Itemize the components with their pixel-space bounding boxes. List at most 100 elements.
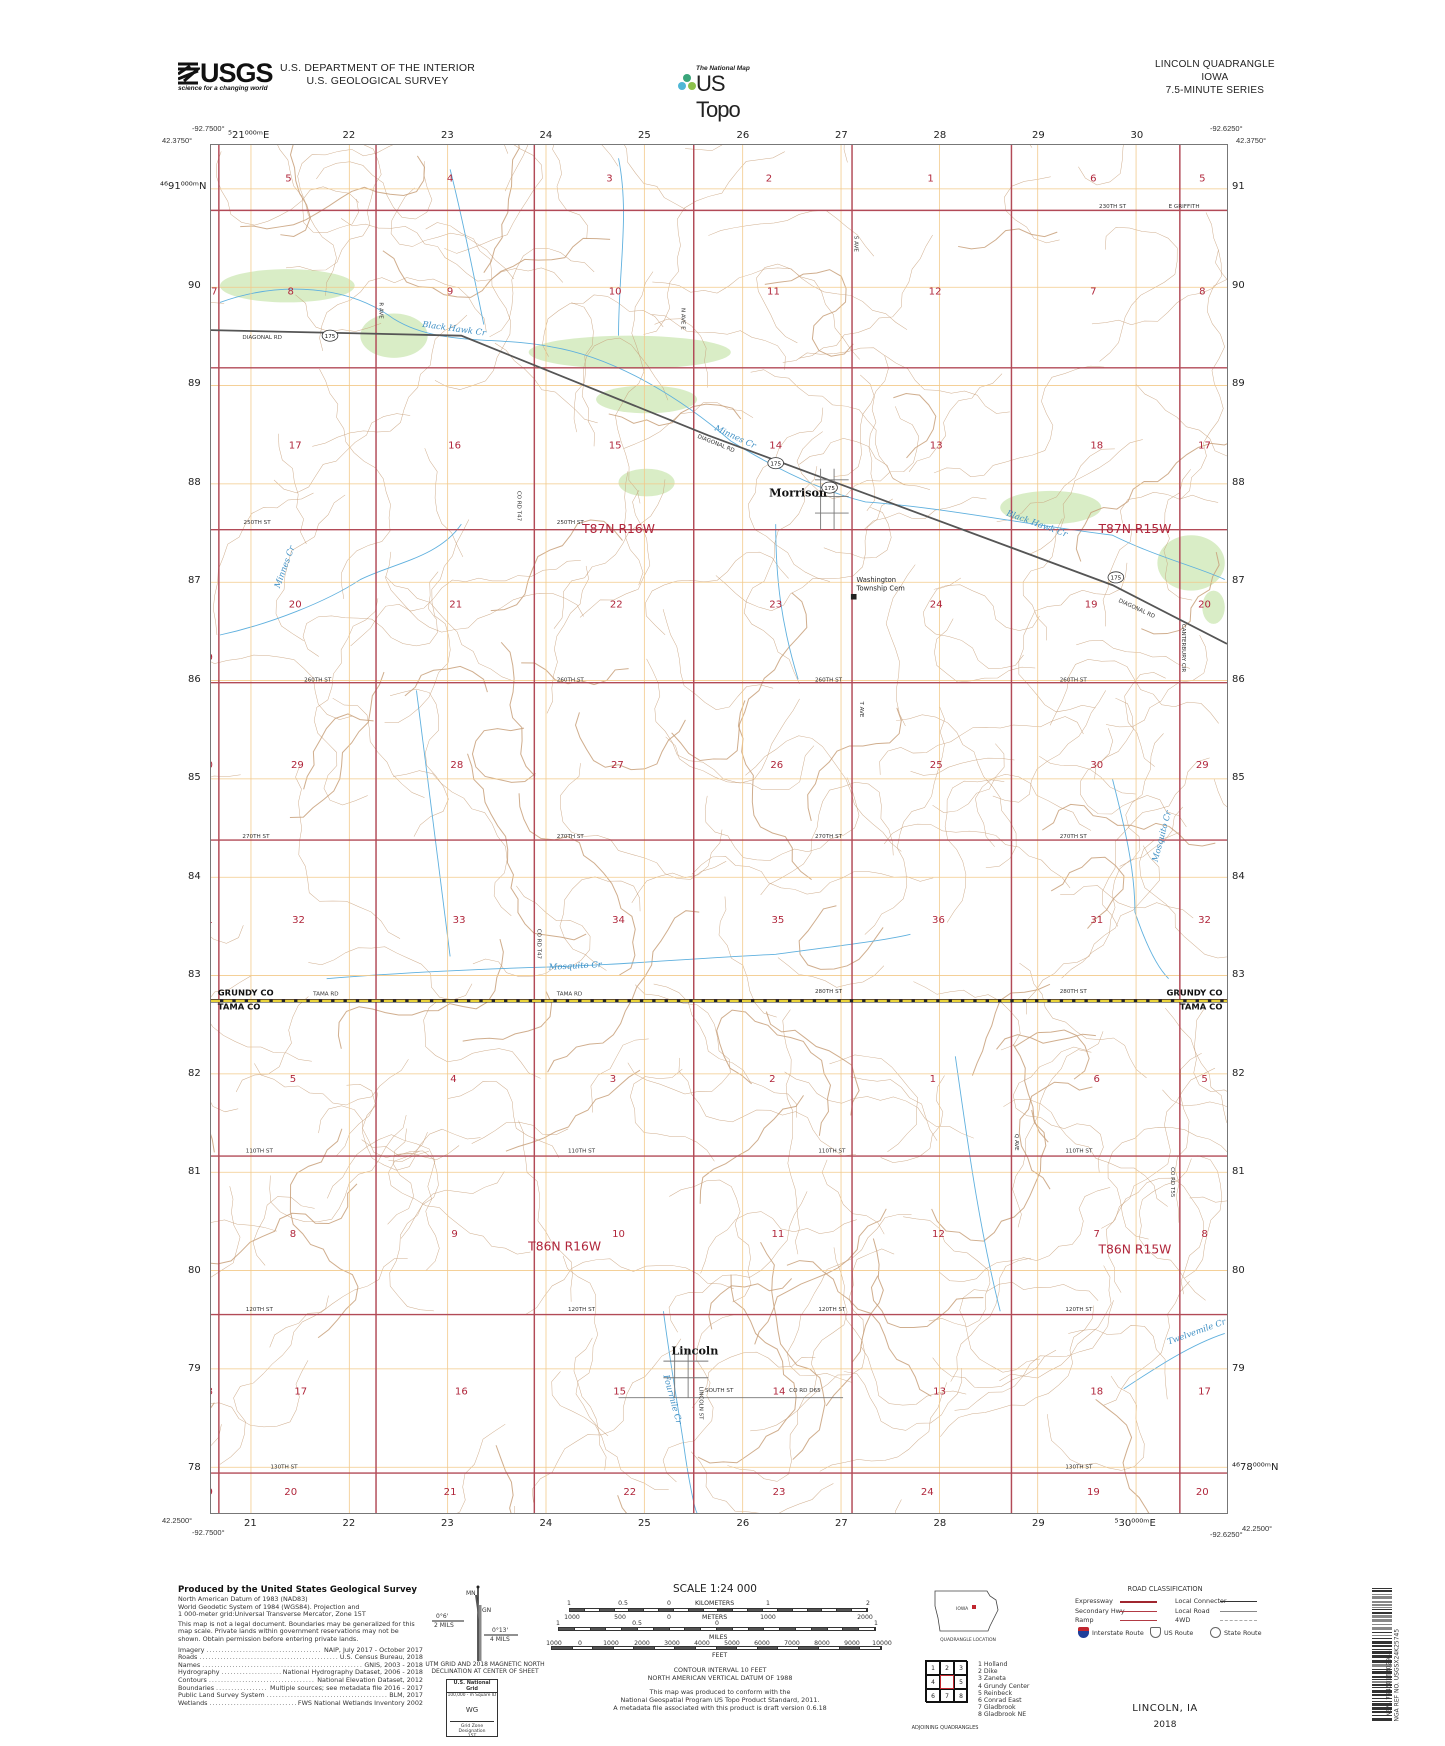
road-symbol: [1220, 1620, 1257, 1621]
declination-caption: DECLINATION AT CENTER OF SHEET: [431, 1668, 539, 1675]
source-label: Wetlands: [178, 1698, 208, 1707]
corner-lon-bl: -92.7500°: [192, 1528, 225, 1537]
road-label: 270TH ST: [1060, 834, 1088, 840]
section-number: 24: [921, 1487, 934, 1498]
northing-label: ⁴⁶78⁰⁰⁰ᵐN: [1232, 1461, 1279, 1473]
woodland-area: [1157, 535, 1225, 591]
current-quad-cell: [940, 1675, 954, 1689]
northing-label: 87: [1232, 575, 1245, 586]
scale-tick: 1000: [546, 1640, 562, 1647]
easting-label: ⁵30⁰⁰⁰ᵐE: [1114, 1518, 1156, 1529]
section-number: 31: [211, 915, 213, 926]
adjoining-name: 4 Grundy Center: [978, 1682, 1030, 1690]
easting-label: 23: [441, 1518, 454, 1529]
road-label: 120TH ST: [568, 1307, 596, 1313]
quad-title: LINCOLN QUADRANGLE: [1155, 59, 1275, 70]
scale-tick: 1: [567, 1600, 571, 1607]
section-number: 32: [1198, 915, 1211, 926]
cemetery-label: Township Cem: [856, 585, 905, 593]
northing-label: 90: [1232, 279, 1245, 291]
section-number: 19: [1085, 599, 1098, 610]
section-number: 2: [766, 174, 772, 185]
source-row: Wetlands................................…: [178, 1698, 423, 1707]
sources-table: Imagery.................................…: [178, 1645, 423, 1708]
adjoining-name: 8 Gladbrook NE: [978, 1711, 1027, 1719]
sheet-year: 2018: [1153, 1720, 1177, 1730]
credits-block: Produced by the United States Geological…: [178, 1585, 423, 1707]
source-value: BLM, 2017: [389, 1691, 423, 1700]
section-number: 5: [285, 174, 291, 185]
credits-title: Produced by the United States Geological…: [178, 1585, 417, 1595]
corner-lat-tr: 42.3750°: [1236, 136, 1267, 145]
road-label: E GRIFFITH: [1169, 204, 1200, 210]
road-label: LINCOLN ST: [697, 1387, 703, 1421]
scale-title: SCALE 1:24 000: [673, 1583, 757, 1595]
section-number: 31: [1090, 915, 1103, 926]
adjoining-names: 1 Holland 2 Dike 3 Zaneta 4 Grundy Center 5 …: [978, 1661, 1029, 1719]
road-label: 130TH ST: [271, 1465, 299, 1471]
section-number: 21: [444, 1487, 457, 1498]
section-number: 5: [290, 1074, 296, 1085]
section-number: 20: [284, 1487, 297, 1498]
quad-state: IOWA: [1201, 72, 1229, 83]
easting-label: 21: [244, 1518, 257, 1529]
source-value: National Elevation Dataset, 2012: [317, 1675, 423, 1684]
section-number: 34: [612, 915, 625, 926]
scale-tick: 1: [766, 1600, 770, 1607]
nsn-number: NSN. 7643016302943: [1385, 1650, 1393, 1717]
section-number: 15: [609, 441, 622, 452]
road-class-label: Local Connector: [1175, 1597, 1227, 1605]
route-legend-label: State Route: [1224, 1629, 1262, 1637]
northing-label: 80: [1232, 1264, 1245, 1276]
section-number: 10: [612, 1229, 625, 1240]
easting-label: 28: [933, 130, 947, 141]
section-lines: [211, 145, 1227, 1513]
mils-label: 2 MILS: [434, 1622, 454, 1629]
adjoining-cell: 5: [954, 1675, 968, 1689]
state-route-shield-icon: [767, 457, 784, 470]
source-row: Imagery.................................…: [178, 1645, 423, 1654]
topographic-map[interactable]: 6543216578910111278171615141318172021222…: [72, 42, 1331, 1693]
map-canvas[interactable]: 6543216578910111278171615141318172021222…: [72, 42, 1331, 1693]
scale-tick: 7000: [784, 1640, 800, 1647]
usgs-wordmark: USGS: [200, 58, 274, 88]
adjoining-cell: 4: [926, 1675, 940, 1689]
scale-tick: 6000: [754, 1640, 770, 1647]
north-arrows: [432, 1585, 518, 1661]
program-name: The National Map: [696, 65, 750, 72]
adjoining-cell: 8: [954, 1689, 968, 1703]
road-symbol: [1120, 1620, 1157, 1621]
section-number: 26: [770, 760, 783, 771]
scale-tick: 2000: [634, 1640, 650, 1647]
datum-line: 1 000-meter grid:Universal Transverse Me…: [178, 1610, 366, 1619]
easting-label: 24: [539, 130, 553, 141]
section-number: 25: [930, 760, 943, 771]
section-number: 4: [447, 174, 453, 185]
usgs-tagline: science for a changing world: [178, 85, 268, 92]
scale-tick: 5000: [724, 1640, 740, 1647]
mn-label: MN: [466, 1590, 476, 1597]
northing-label: 80: [188, 1264, 201, 1276]
section-number: 24: [930, 599, 943, 610]
source-value: GNIS, 2003 - 2018: [364, 1660, 423, 1669]
woodland-area: [596, 385, 698, 414]
scale-tick: 0.5: [618, 1600, 628, 1607]
road-label: 260TH ST: [557, 678, 585, 684]
section-number: 7: [211, 287, 217, 298]
northing-label: ⁴⁶91⁰⁰⁰ᵐN: [160, 181, 207, 192]
easting-label: 25: [638, 1518, 651, 1529]
road-classification-title: ROAD CLASSIFICATION: [1127, 1585, 1203, 1593]
source-label: Roads: [178, 1653, 198, 1662]
recycle-leaf-icon: [678, 74, 696, 90]
easting-label: 26: [736, 1518, 750, 1529]
northing-label: 81: [1232, 1166, 1245, 1177]
route-number: 175: [325, 334, 336, 340]
section-number: 29: [1196, 760, 1209, 771]
angle-label: 0°6': [436, 1613, 449, 1620]
disclaimer: This map is not a legal document. Bounda…: [178, 1619, 415, 1643]
section-number: 8: [290, 1229, 296, 1240]
barcode: NSN. 7643016302943 NGA REF NO. USGSX24K2…: [1372, 1588, 1432, 1723]
corner-lat-bl: 42.2500°: [162, 1516, 193, 1525]
corner-lon-br: -92.6250°: [1210, 1530, 1243, 1539]
section-number: 18: [1090, 1386, 1103, 1397]
